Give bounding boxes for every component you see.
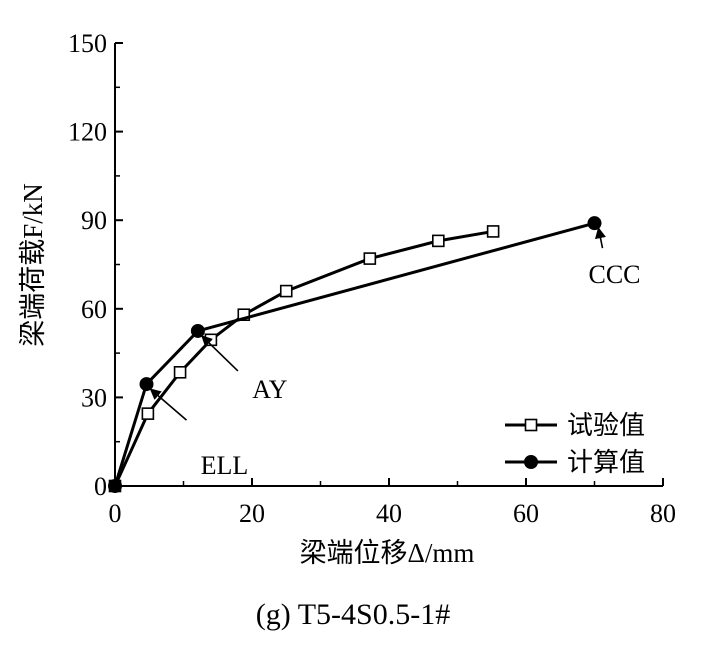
data-point bbox=[173, 365, 187, 379]
data-point bbox=[587, 216, 602, 231]
legend-item-1: 试验值 bbox=[505, 411, 645, 440]
annotation-layer: ELL AY CCC bbox=[149, 227, 641, 480]
data-point bbox=[139, 377, 154, 392]
legend-marker bbox=[524, 455, 538, 469]
x-tick-label: 60 bbox=[513, 499, 539, 528]
x-tick-label: 80 bbox=[650, 499, 676, 528]
axes: 0 30 60 90 120 150 0 20 40 60 80 bbox=[68, 29, 676, 528]
annotation-arrow bbox=[201, 335, 239, 372]
annotation-label: CCC bbox=[588, 260, 640, 289]
chart: 梁端荷载F/kN 梁端位移Δ/mm 0 30 60 90 120 150 0 20 40 60 80… bbox=[18, 29, 676, 568]
y-tick-label: 90 bbox=[81, 206, 107, 235]
x-axis-title: 梁端位移Δ/mm bbox=[300, 538, 475, 568]
y-tick-label: 120 bbox=[68, 118, 107, 147]
legend-label: 试验值 bbox=[567, 411, 645, 440]
legend-item-2: 计算值 bbox=[505, 448, 645, 477]
annotation-arrow bbox=[149, 388, 188, 421]
x-tick-label: 0 bbox=[109, 499, 122, 528]
y-axis-title: 梁端荷载F/kN bbox=[18, 183, 48, 347]
legend-label: 计算值 bbox=[567, 448, 645, 477]
series-layer bbox=[108, 216, 602, 493]
data-point bbox=[141, 407, 155, 420]
x-tick-label: 40 bbox=[376, 499, 402, 528]
series-2 bbox=[108, 216, 602, 493]
y-tick-label: 0 bbox=[94, 472, 107, 501]
y-tick-label: 150 bbox=[68, 29, 107, 58]
annotation-arrow bbox=[594, 227, 606, 249]
y-tick-label: 30 bbox=[81, 383, 107, 412]
data-point bbox=[279, 284, 293, 298]
data-point bbox=[432, 234, 445, 248]
y-tick-label: 60 bbox=[81, 295, 107, 324]
legend-marker bbox=[524, 418, 538, 432]
series-line bbox=[113, 221, 595, 487]
data-point bbox=[363, 252, 377, 265]
data-point bbox=[108, 479, 122, 493]
data-point bbox=[190, 323, 205, 338]
data-point bbox=[486, 225, 500, 238]
chart-caption: (g) T5-4S0.5-1# bbox=[255, 598, 451, 631]
x-tick-label: 20 bbox=[239, 499, 265, 528]
annotation-label: AY bbox=[252, 375, 287, 404]
annotation-label: ELL bbox=[201, 451, 249, 480]
data-point bbox=[237, 308, 251, 322]
y-axis-title-text: 梁端荷载F/kN bbox=[18, 183, 48, 347]
